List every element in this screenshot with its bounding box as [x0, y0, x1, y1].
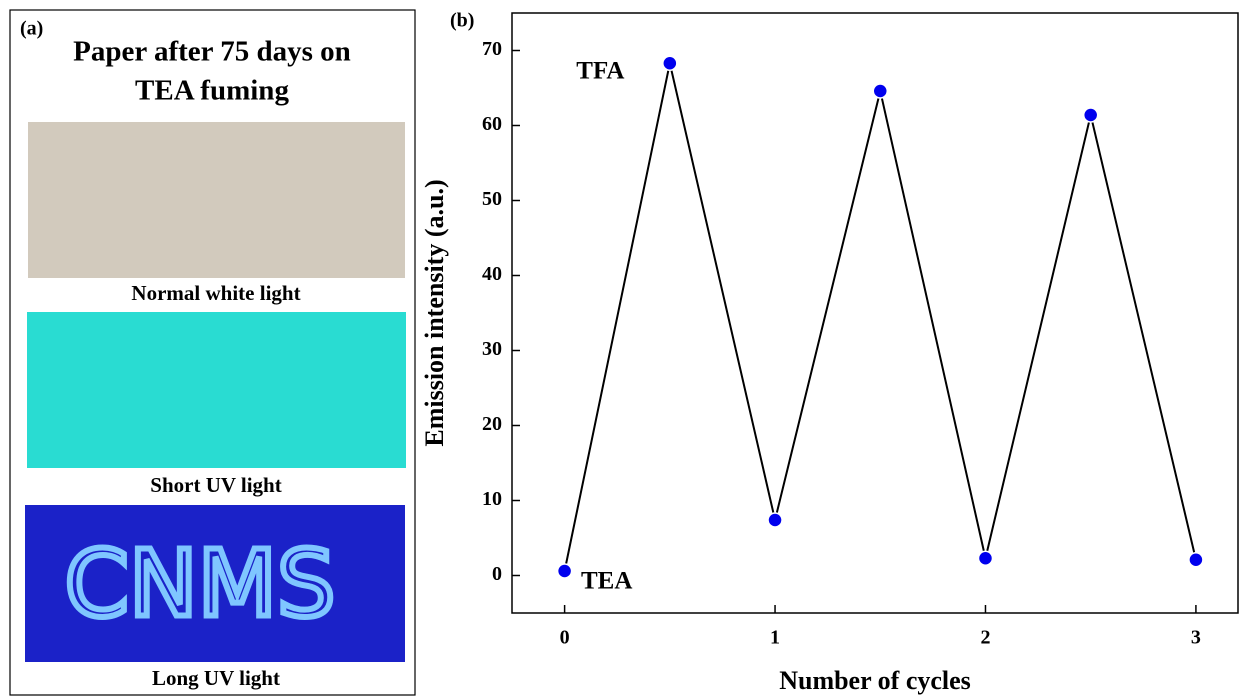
x-tick-label: 1 [770, 627, 780, 649]
annotation: TFA [576, 58, 624, 85]
panel-label: (b) [450, 10, 474, 32]
x-tick-label: 0 [560, 627, 570, 649]
data-point [1189, 553, 1203, 567]
y-tick-label: 0 [492, 563, 502, 585]
y-tick-label: 30 [482, 338, 502, 360]
annotation: TEA [581, 568, 632, 595]
y-tick-label: 60 [482, 113, 502, 135]
panel-title: TEA fuming [135, 75, 289, 107]
data-point [558, 564, 572, 578]
y-tick-label: 70 [482, 38, 502, 60]
photo-short-uv [27, 312, 406, 468]
chart: (b) 0 10 20 30 40 50 60 70 0 1 2 3 Number of cycles Em… [420, 10, 1238, 695]
data-point [873, 84, 887, 98]
data-point [1084, 108, 1098, 122]
data-line [565, 63, 1196, 571]
photo-text: CNMS [65, 530, 336, 637]
data-point [978, 551, 992, 565]
data-point [768, 513, 782, 527]
y-tick-label: 20 [482, 413, 502, 435]
panel-title: Paper after 75 days on [73, 36, 351, 68]
caption: Long UV light [152, 666, 280, 690]
photo-shade [28, 122, 405, 278]
y-tick-label: 10 [482, 488, 502, 510]
data-point [663, 56, 677, 70]
panel-label: (a) [20, 18, 43, 40]
caption: Short UV light [150, 473, 281, 497]
y-axis-label: Emission intensity (a.u.) [420, 179, 449, 446]
y-tick-label: 50 [482, 188, 502, 210]
x-axis-label: Number of cycles [779, 666, 971, 695]
x-tick-label: 2 [980, 627, 990, 649]
page: (a) Paper after 75 days on TEA fuming No… [0, 0, 1241, 698]
plot-frame [512, 13, 1238, 613]
y-tick-label: 40 [482, 263, 502, 285]
figure: (a) Paper after 75 days on TEA fuming No… [0, 0, 1241, 698]
x-tick-label: 3 [1191, 627, 1201, 649]
caption: Normal white light [131, 281, 300, 305]
